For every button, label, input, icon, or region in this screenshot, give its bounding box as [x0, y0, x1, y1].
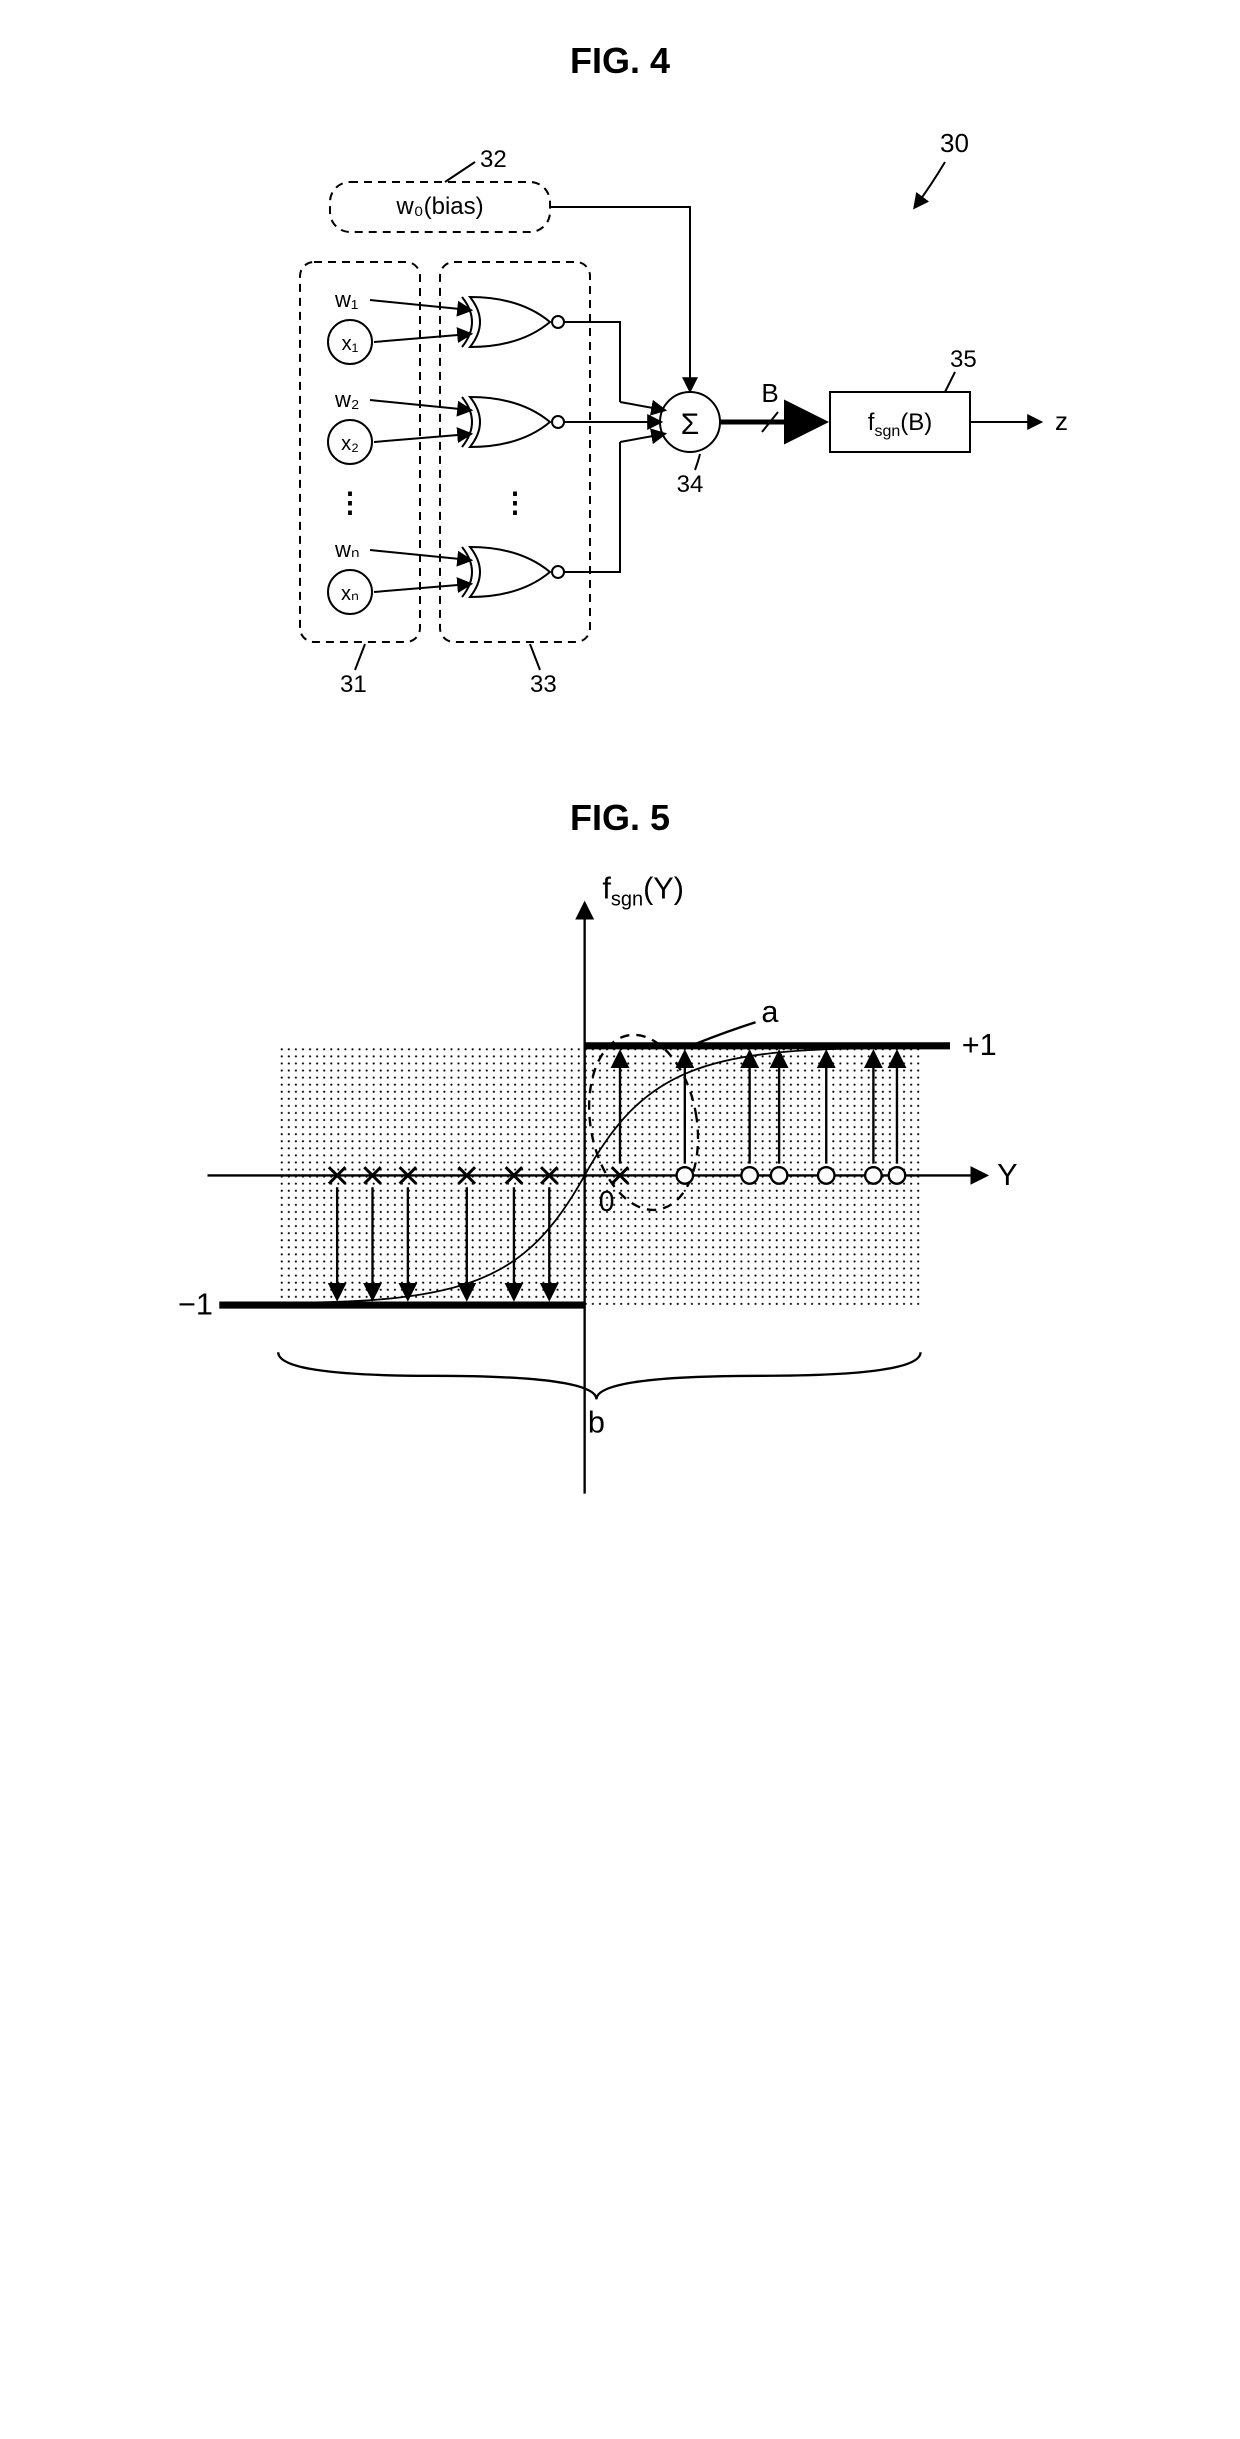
figure-4: FIG. 4 30 w₀(bias) 32 31 33 w₁ x₁ [170, 40, 1070, 717]
wire-gn-sum-end [620, 434, 664, 442]
xnor-gate-1 [462, 297, 564, 347]
x-axis-label: Y [997, 1158, 1017, 1192]
gates-ref-leader [530, 644, 540, 670]
fig4-ref-30: 30 [940, 128, 969, 158]
a-leader [697, 1022, 756, 1043]
fig4-svg: 30 w₀(bias) 32 31 33 w₁ x₁ w₂ x₂ [170, 112, 1070, 712]
wire-g1-sum [564, 322, 620, 402]
x2-label: x₂ [341, 433, 359, 455]
wire-gn-sum [564, 442, 620, 572]
fig5-svg: fsgn(Y) Y 0 +1 −1 a b [170, 869, 1070, 1529]
fig5-title: FIG. 5 [170, 797, 1070, 839]
dots2: ⋮ [501, 487, 529, 518]
b-label: B [761, 378, 778, 408]
xn-arrow [374, 584, 470, 592]
fsgn-ref-leader [945, 372, 955, 392]
gates-ref: 33 [530, 671, 557, 698]
brace-b [278, 1352, 920, 1399]
figure-5: FIG. 5 fsgn(Y) Y 0 +1 −1 [170, 797, 1070, 1534]
inputs-box [300, 262, 420, 642]
sum-symbol: Σ [681, 408, 700, 441]
inputs-ref-leader [355, 644, 365, 670]
zero-label: 0 [599, 1185, 615, 1217]
xnor-gate-n [462, 547, 564, 597]
bias-ref: 32 [480, 146, 507, 173]
wire-g1-sum-end [620, 402, 664, 410]
w2-label: w₂ [334, 387, 359, 412]
sum-ref: 34 [677, 471, 704, 498]
plus1-label: +1 [962, 1028, 997, 1062]
z-label: z [1055, 406, 1068, 436]
dots1: ⋮ [336, 487, 364, 518]
bias-text: w₀(bias) [395, 193, 483, 220]
w1-label: w₁ [334, 287, 358, 312]
inputs-ref: 31 [340, 671, 367, 698]
fig4-ref-30-leader [915, 162, 945, 207]
x1-label: x₁ [342, 333, 359, 355]
xn-label: xₙ [341, 583, 359, 605]
wn-label: wₙ [334, 537, 360, 562]
fsgn-text: fsgn(B) [868, 409, 932, 440]
x1-arrow [374, 334, 470, 342]
y-axis-label: fsgn(Y) [602, 871, 684, 910]
fig4-title: FIG. 4 [170, 40, 1070, 82]
b-label: b [588, 1405, 605, 1439]
bias-ref-leader [445, 162, 475, 182]
minus1-label: −1 [178, 1288, 213, 1322]
x2-arrow [374, 434, 470, 442]
a-label: a [761, 995, 779, 1029]
sum-ref-leader [695, 454, 700, 470]
fsgn-ref: 35 [950, 346, 977, 373]
xnor-gate-2 [462, 397, 564, 447]
